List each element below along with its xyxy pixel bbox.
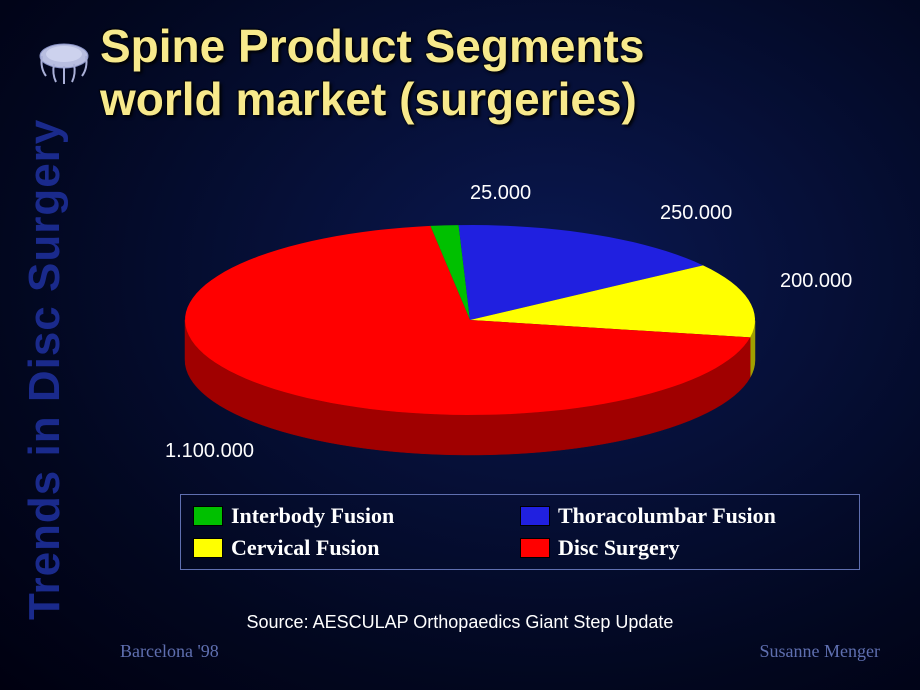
legend-item: Interbody Fusion [193,503,520,529]
legend-item: Cervical Fusion [193,535,520,561]
legend-label: Disc Surgery [558,535,680,561]
legend-item: Disc Surgery [520,535,847,561]
pie-data-label: 25.000 [470,182,531,205]
legend-label: Thoracolumbar Fusion [558,503,776,529]
pie-chart: 25.000250.000200.0001.100.000 [120,170,840,480]
pie-data-label: 200.000 [780,270,852,293]
legend-item: Thoracolumbar Fusion [520,503,847,529]
legend-swatch [520,538,550,558]
slide-root: Trends in Disc Surgery Spine Product Seg… [0,0,920,690]
source-text: Source: AESCULAP Orthopaedics Giant Step… [0,612,920,633]
pie-data-label: 250.000 [660,202,732,225]
title-line-1: Spine Product Segments [100,20,644,73]
title-line-2: world market (surgeries) [100,73,644,126]
page-title: Spine Product Segments world market (sur… [100,20,644,126]
spine-icon [34,34,94,84]
legend: Interbody Fusion Thoracolumbar Fusion Cerv… [180,494,860,570]
legend-label: Interbody Fusion [231,503,394,529]
legend-swatch [520,506,550,526]
footer-left: Barcelona '98 [120,641,219,662]
footer-right: Susanne Menger [760,641,880,662]
legend-swatch [193,538,223,558]
sidebar-vertical-title: Trends in Disc Surgery [20,119,70,620]
legend-swatch [193,506,223,526]
pie-data-label: 1.100.000 [165,440,254,463]
legend-label: Cervical Fusion [231,535,380,561]
